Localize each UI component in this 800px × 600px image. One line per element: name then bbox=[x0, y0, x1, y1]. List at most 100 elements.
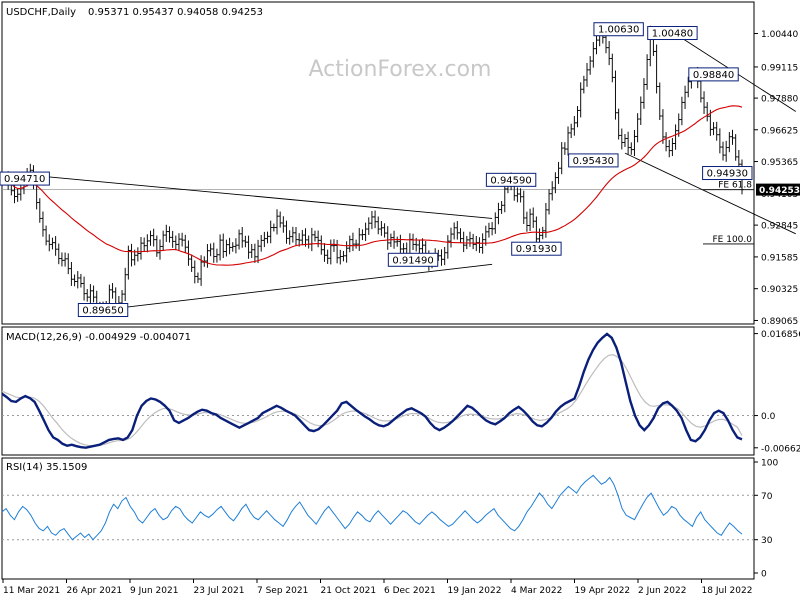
price-bar bbox=[363, 222, 368, 241]
price-annotation-label: 0.91930 bbox=[516, 244, 557, 255]
price-bar bbox=[91, 285, 96, 303]
price-bar bbox=[560, 142, 564, 175]
price-bar bbox=[332, 239, 336, 252]
price-bar bbox=[224, 239, 229, 257]
current-price-box bbox=[756, 183, 800, 196]
price-bar bbox=[351, 232, 355, 252]
price-bar bbox=[702, 91, 706, 115]
price-bar bbox=[297, 233, 301, 247]
macd-pane: MACD(12,26,9) -0.004929 -0.004071 0.0168… bbox=[1, 326, 800, 456]
price-annotation-box bbox=[387, 252, 439, 267]
price-bar bbox=[718, 128, 722, 154]
price-bar bbox=[398, 234, 402, 256]
date-axis-tick-label: 21 Oct 2021 bbox=[321, 586, 377, 596]
price-bar bbox=[284, 220, 289, 244]
price-bar bbox=[72, 274, 77, 287]
price-bar bbox=[446, 235, 450, 259]
price-bar bbox=[262, 231, 266, 248]
price-axis-ticks: 1.00440 0.99115 0.97880 0.96625 0.95365 0.928… bbox=[754, 30, 800, 327]
date-axis: 11 Mar 2021 26 Apr 2021 9 Jun 2021 23 Jul 2… bbox=[2, 579, 752, 596]
price-bar bbox=[588, 56, 592, 75]
price-bar bbox=[60, 252, 64, 267]
price-bar bbox=[158, 239, 162, 260]
price-bar bbox=[272, 223, 276, 232]
price-bar bbox=[335, 239, 339, 264]
price-axis-tick-label: 0.89065 bbox=[761, 317, 798, 327]
price-axis-tick-label: 0.95365 bbox=[761, 158, 798, 168]
price-annotation-label: 0.95430 bbox=[573, 156, 614, 167]
price-bar bbox=[253, 243, 257, 263]
price-bar bbox=[234, 238, 238, 254]
price-bar bbox=[458, 228, 463, 244]
price-axis-tick-label: 1.00440 bbox=[761, 30, 798, 40]
rsi-pane: RSI(14) 35.1509 100 70 30 0 bbox=[1, 457, 778, 580]
price-bar bbox=[734, 134, 738, 161]
macd-pane-border bbox=[1, 326, 755, 456]
price-bar bbox=[386, 226, 390, 250]
price-bar bbox=[50, 237, 55, 250]
price-bar bbox=[556, 161, 561, 184]
date-axis-tick-label: 11 Mar 2021 bbox=[3, 586, 60, 596]
price-bar bbox=[110, 283, 115, 299]
rsi-axis-tick-label: 30 bbox=[761, 536, 773, 546]
price-pane: ActionForex.com USDCHF,Daily 0.95371 0.9… bbox=[0, 1, 800, 327]
price-bar bbox=[265, 231, 270, 244]
price-annotation-box bbox=[568, 153, 619, 168]
price-bar bbox=[360, 229, 365, 241]
price-annotation-label: 1.00630 bbox=[598, 25, 639, 36]
rsi-line bbox=[1, 474, 743, 541]
price-bar bbox=[174, 235, 178, 251]
price-annotation-box bbox=[77, 303, 129, 318]
price-bar bbox=[281, 216, 285, 233]
price-annotation: 0.91930 bbox=[511, 241, 562, 256]
price-bar bbox=[136, 247, 140, 262]
symbol-label: USDCHF,Daily bbox=[6, 7, 76, 18]
rsi-pane-border bbox=[1, 457, 755, 580]
price-bar bbox=[639, 96, 643, 125]
price-bar bbox=[547, 189, 551, 215]
price-bar bbox=[85, 289, 89, 302]
price-bar bbox=[303, 228, 308, 247]
price-annotation: 0.91490 bbox=[387, 252, 439, 267]
price-bar bbox=[145, 234, 149, 253]
price-annotation-label: 0.94590 bbox=[490, 175, 531, 186]
price-bar bbox=[382, 223, 387, 238]
macd-title: MACD(12,26,9) -0.004929 -0.004071 bbox=[6, 332, 191, 343]
macd-axis-ticks: 0.016856 0.0 -0.006629 bbox=[754, 330, 800, 454]
price-bar bbox=[205, 244, 210, 268]
date-axis-tick-label: 9 Jun 2021 bbox=[130, 586, 178, 596]
price-bar bbox=[316, 230, 320, 248]
price-bar bbox=[370, 211, 374, 230]
price-bar bbox=[670, 138, 675, 157]
price-bar bbox=[161, 230, 165, 251]
price-bar bbox=[376, 216, 380, 235]
price-bar bbox=[190, 254, 194, 272]
price-bar bbox=[167, 226, 172, 243]
price-bar bbox=[715, 121, 719, 141]
price-bar bbox=[322, 243, 327, 262]
price-bar bbox=[563, 142, 567, 155]
price-annotation-label: 0.94710 bbox=[4, 174, 45, 185]
price-bar bbox=[354, 239, 358, 249]
date-axis-tick-label: 19 Jan 2022 bbox=[448, 586, 502, 596]
price-bar bbox=[654, 44, 659, 94]
price-bar bbox=[76, 271, 80, 289]
price-bar bbox=[449, 227, 453, 248]
price-bar bbox=[572, 116, 576, 136]
price-annotation-box bbox=[593, 22, 644, 37]
price-bar bbox=[212, 242, 216, 263]
price-bar bbox=[623, 134, 627, 147]
price-bar bbox=[468, 231, 472, 247]
price-bar bbox=[591, 42, 595, 68]
price-bar bbox=[196, 272, 200, 283]
price-bar bbox=[553, 172, 557, 194]
price-axis-tick-label: 0.96625 bbox=[761, 126, 798, 136]
price-bars bbox=[3, 22, 744, 316]
price-bar bbox=[215, 248, 219, 263]
price-bar bbox=[683, 85, 687, 109]
price-bar bbox=[617, 108, 621, 140]
trendline bbox=[4, 172, 493, 219]
date-axis-tick-label: 7 Sep 2021 bbox=[257, 586, 308, 596]
price-bar bbox=[237, 229, 241, 250]
